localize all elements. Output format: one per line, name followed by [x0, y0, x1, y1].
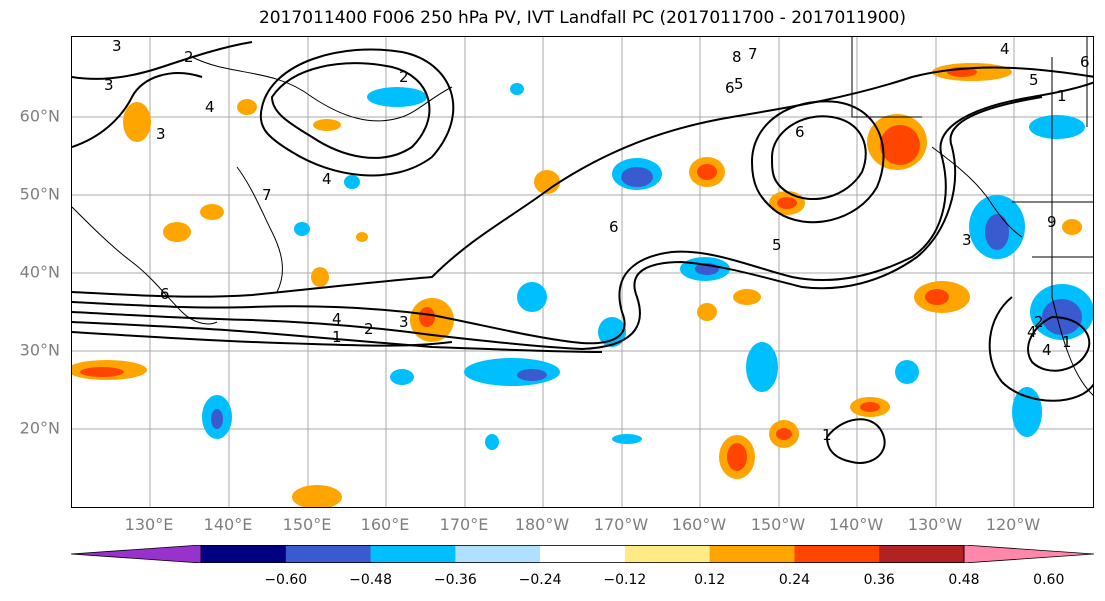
contour-label: 6	[609, 218, 619, 236]
colorbar-segment	[285, 545, 372, 563]
lat-label-40n: 40°N	[19, 262, 60, 282]
contour-label: 2	[364, 320, 374, 338]
lat-label-50n: 50°N	[19, 184, 60, 204]
contour-label: 4	[205, 98, 215, 116]
colorbar-segments	[71, 545, 1094, 563]
contour-label: 3	[104, 76, 114, 94]
pv-contours	[72, 41, 1093, 464]
coastlines	[72, 37, 1093, 396]
colorbar-tick-label: −0.24	[518, 572, 562, 588]
contour-label: 6	[160, 285, 170, 303]
contour-label: 3	[112, 37, 122, 55]
contour-label: 1	[1062, 333, 1072, 351]
colorbar-outline	[200, 545, 965, 563]
lon-label: 150°E	[282, 515, 332, 534]
colorbar-tick-label: −0.36	[433, 572, 477, 588]
contour-label: 8	[732, 48, 742, 66]
contour-label: 2	[1034, 313, 1044, 331]
contour-labels: 3 2 3 4 3 2 7 4 6 6 6 5 8 7 6 5 4 1 3 2 …	[104, 37, 1090, 444]
lat-label-60n: 60°N	[19, 106, 60, 126]
contour-label: 4	[322, 170, 332, 188]
lon-label: 150°W	[750, 515, 806, 534]
lon-label: 170°W	[593, 515, 649, 534]
contour-label: 4	[1027, 323, 1037, 341]
colorbar-segment	[201, 545, 287, 563]
contour-label: 6	[795, 123, 805, 141]
contour-label: 3	[156, 125, 166, 143]
contour-label: 9	[1047, 213, 1057, 231]
colorbar-segment	[794, 545, 880, 563]
map-canvas: 3 2 3 4 3 2 7 4 6 6 6 5 8 7 6 5 4 1 3 2 …	[72, 37, 1093, 507]
contour-label: 2	[184, 48, 194, 66]
contour-label: 3	[399, 313, 409, 331]
colorbar-tick-label: 0.12	[694, 572, 726, 588]
contour-label: 5	[772, 236, 782, 254]
colorbar-segment	[624, 545, 711, 563]
colorbar-tick-label: 0.36	[863, 572, 895, 588]
lon-label: 140°E	[203, 515, 253, 534]
lon-label: 160°E	[360, 515, 410, 534]
graticule	[72, 37, 1093, 507]
contour-label: 2	[399, 68, 409, 86]
contour-label: 4	[1042, 341, 1052, 359]
colorbar-segment	[370, 545, 456, 563]
contour-label: 4	[332, 310, 342, 328]
lat-label-20n: 20°N	[19, 418, 60, 438]
lon-label: 140°W	[828, 515, 884, 534]
contour-label: 1	[822, 426, 832, 444]
colorbar-tick-label: −0.12	[603, 572, 647, 588]
lon-label: 130°W	[907, 515, 963, 534]
contour-label: 4	[1000, 40, 1010, 58]
colorbar-extend-high	[963, 545, 1094, 563]
ivt-positive-anomalies	[72, 63, 1082, 507]
colorbar-tick-label: 0.48	[948, 572, 980, 588]
colorbar-segment	[540, 545, 626, 563]
lon-label: 160°W	[671, 515, 727, 534]
colorbar-tick-label: −0.48	[349, 572, 392, 588]
lon-label: 180°W	[514, 515, 570, 534]
contour-label: 3	[962, 231, 972, 249]
contour-label: 1	[1057, 87, 1067, 105]
lat-label-30n: 30°N	[19, 340, 60, 360]
colorbar-segment	[455, 545, 541, 563]
colorbar-segment	[879, 545, 965, 563]
lon-label: 130°E	[124, 515, 174, 534]
contour-label: 6	[1080, 53, 1090, 71]
map-panel: 3 2 3 4 3 2 7 4 6 6 6 5 8 7 6 5 4 1 3 2 …	[71, 36, 1094, 508]
figure-title: 2017011400 F006 250 hPa PV, IVT Landfall…	[258, 8, 906, 28]
colorbar	[71, 545, 1094, 563]
colorbar-tick-label: 0.24	[778, 572, 811, 588]
colorbar-extend-low	[71, 545, 202, 563]
lon-label: 120°W	[985, 515, 1041, 534]
contour-label: 5	[734, 75, 744, 93]
colorbar-tick-label: −0.60	[264, 572, 308, 588]
contour-label: 1	[332, 328, 342, 346]
colorbar-tick-label: 0.60	[1033, 572, 1065, 588]
colorbar-segment	[709, 545, 795, 563]
lon-label: 170°E	[439, 515, 489, 534]
contour-label: 6	[725, 79, 735, 97]
contour-label: 5	[1029, 71, 1039, 89]
contour-label: 7	[262, 186, 272, 204]
contour-label: 7	[748, 45, 758, 63]
